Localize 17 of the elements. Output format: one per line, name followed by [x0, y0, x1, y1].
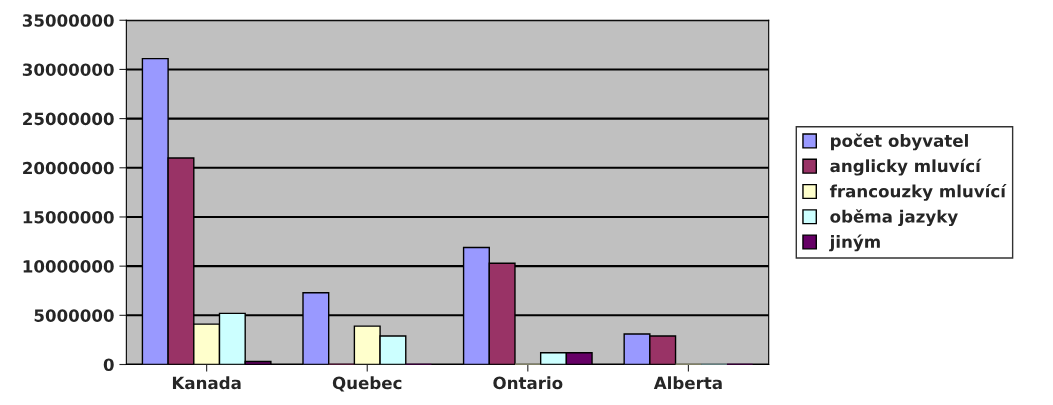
- x-tick-label: Alberta: [653, 376, 722, 390]
- y-tick-label: 30000000: [22, 63, 114, 76]
- x-tick-label: Kanada: [172, 376, 241, 390]
- x-tick-label: Ontario: [493, 376, 563, 390]
- legend-label: počet obyvatel: [831, 133, 968, 151]
- y-tick-label: 25000000: [23, 112, 114, 126]
- x-tick-label: Quebec: [332, 376, 402, 392]
- y-tick-label: 15000000: [23, 210, 114, 224]
- y-tick-label: 20000000: [23, 161, 114, 175]
- y-tick-label: 35000000: [22, 14, 114, 27]
- y-tick-label: 10000000: [23, 260, 114, 273]
- legend-label: oběma jazyky: [830, 209, 958, 227]
- legend-label: francouzky mluvící: [829, 183, 1007, 201]
- legend-label: anglicky mluvící: [830, 158, 982, 176]
- y-tick-label: 0: [103, 358, 114, 372]
- legend-label: jiným: [829, 234, 880, 252]
- y-tick-label: 5000000: [34, 309, 114, 322]
